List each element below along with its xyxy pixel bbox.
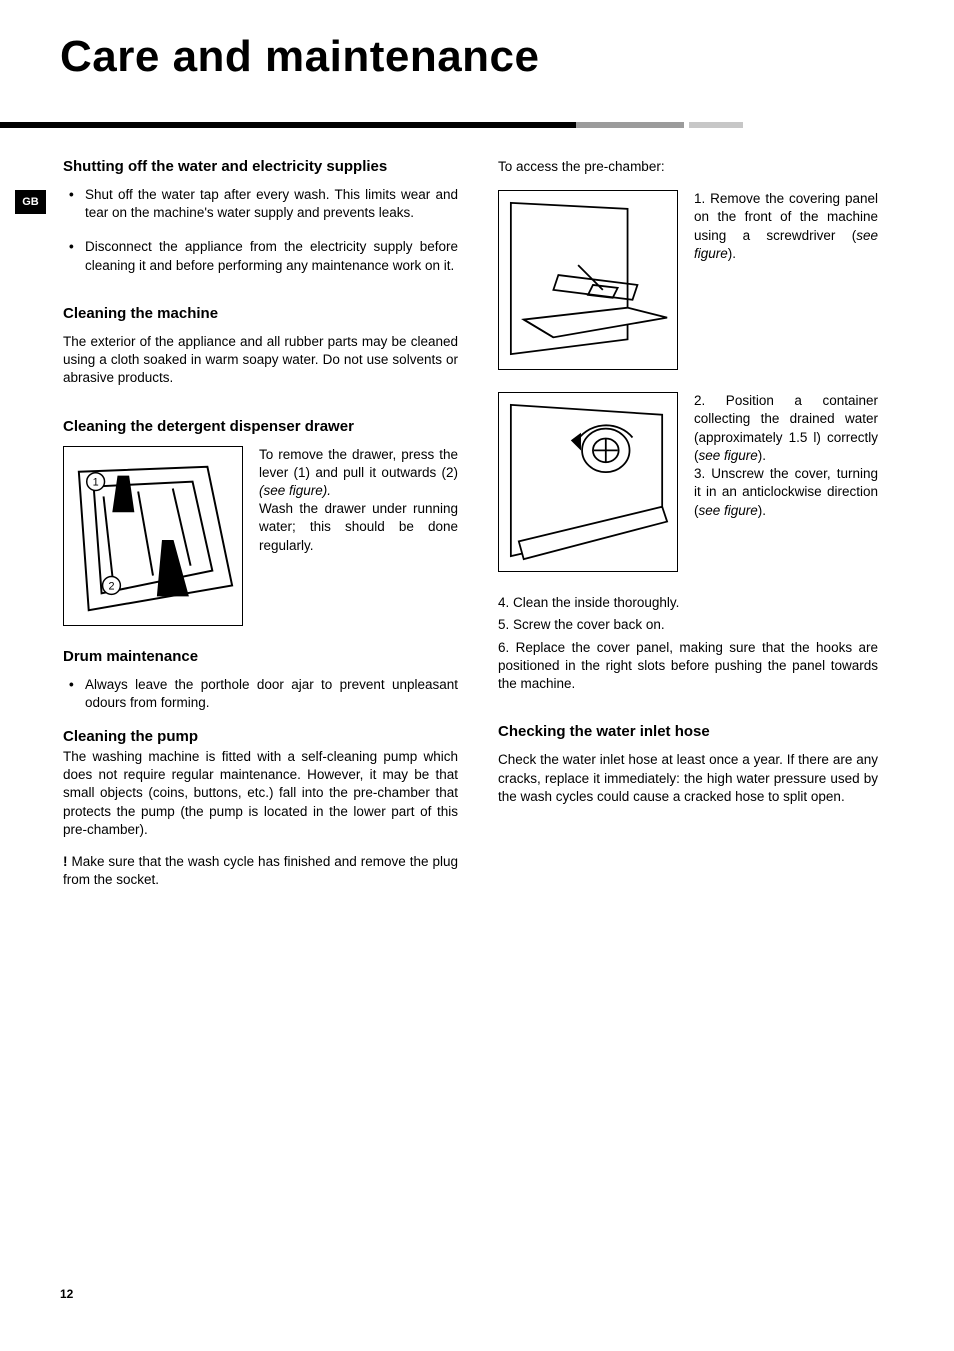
svg-text:2: 2 [108, 580, 114, 592]
page-number: 12 [60, 1287, 73, 1301]
step2-text: 2. Position a container collecting the d… [694, 392, 878, 520]
right-column: To access the pre-chamber: 1. Remove the… [498, 158, 878, 904]
step5: 5. Screw the cover back on. [498, 616, 878, 634]
drawer-text-1-italic: (see figure). [259, 483, 331, 498]
figure-step1: 1. Remove the covering panel on the fron… [498, 190, 878, 370]
figure-dispenser-drawer: 1 2 To remove the drawer, press the leve… [63, 446, 458, 626]
step4: 4. Clean the inside thoroughly. [498, 594, 878, 612]
warning-text: Make sure that the wash cycle has finish… [63, 854, 458, 887]
figure-drawer-illustration: 1 2 [63, 446, 243, 626]
bullets-supplies: Shut off the water tap after every wash.… [63, 186, 458, 275]
body-inlet-hose: Check the water inlet hose at least once… [498, 751, 878, 806]
bullet-item: Disconnect the appliance from the electr… [63, 238, 458, 274]
body-cleaning-machine: The exterior of the appliance and all ru… [63, 333, 458, 388]
figure-drawer-text: To remove the drawer, press the lever (1… [259, 446, 458, 555]
step2-end-1: ). [758, 448, 766, 463]
page-title: Care and maintenance [0, 0, 954, 82]
step2-end-2: ). [758, 503, 766, 518]
step1-end: ). [728, 246, 736, 261]
bullet-item: Always leave the porthole door ajar to p… [63, 676, 458, 712]
figure-cover-illustration [498, 392, 678, 572]
step2-italic-1: see figure [699, 448, 758, 463]
svg-text:1: 1 [93, 476, 99, 488]
language-tag: GB [15, 190, 46, 214]
heading-drum-maintenance: Drum maintenance [63, 648, 458, 666]
figure-panel-illustration [498, 190, 678, 370]
heading-cleaning-pump: Cleaning the pump [63, 728, 458, 746]
figure-step2: 2. Position a container collecting the d… [498, 392, 878, 572]
heading-cleaning-machine: Cleaning the machine [63, 305, 458, 323]
divider-segment-mid [576, 122, 684, 128]
heading-supplies: Shutting off the water and electricity s… [63, 158, 458, 176]
bullet-item: Shut off the water tap after every wash.… [63, 186, 458, 222]
heading-dispenser-drawer: Cleaning the detergent dispenser drawer [63, 418, 458, 436]
divider-segment-black [0, 122, 576, 128]
step1-text-1: 1. Remove the covering panel on the fron… [694, 191, 878, 242]
drawer-text-1: To remove the drawer, press the lever (1… [259, 447, 458, 480]
divider-segment-light [689, 122, 743, 128]
content-columns: Shutting off the water and electricity s… [0, 128, 954, 904]
body-cleaning-pump: The washing machine is fitted with a sel… [63, 748, 458, 839]
panel-icon [499, 191, 677, 369]
step1-text: 1. Remove the covering panel on the fron… [694, 190, 878, 263]
drawer-icon: 1 2 [64, 447, 242, 625]
left-column: Shutting off the water and electricity s… [63, 158, 458, 904]
bullets-drum: Always leave the porthole door ajar to p… [63, 676, 458, 712]
warning-pump: ! Make sure that the wash cycle has fini… [63, 853, 458, 889]
step2-italic-2: see figure [699, 503, 758, 518]
prechamber-intro: To access the pre-chamber: [498, 158, 878, 176]
step6: 6. Replace the cover panel, making sure … [498, 639, 878, 694]
cover-icon [499, 393, 677, 571]
heading-inlet-hose: Checking the water inlet hose [498, 723, 878, 741]
drawer-text-2: Wash the drawer under running water; thi… [259, 501, 458, 552]
